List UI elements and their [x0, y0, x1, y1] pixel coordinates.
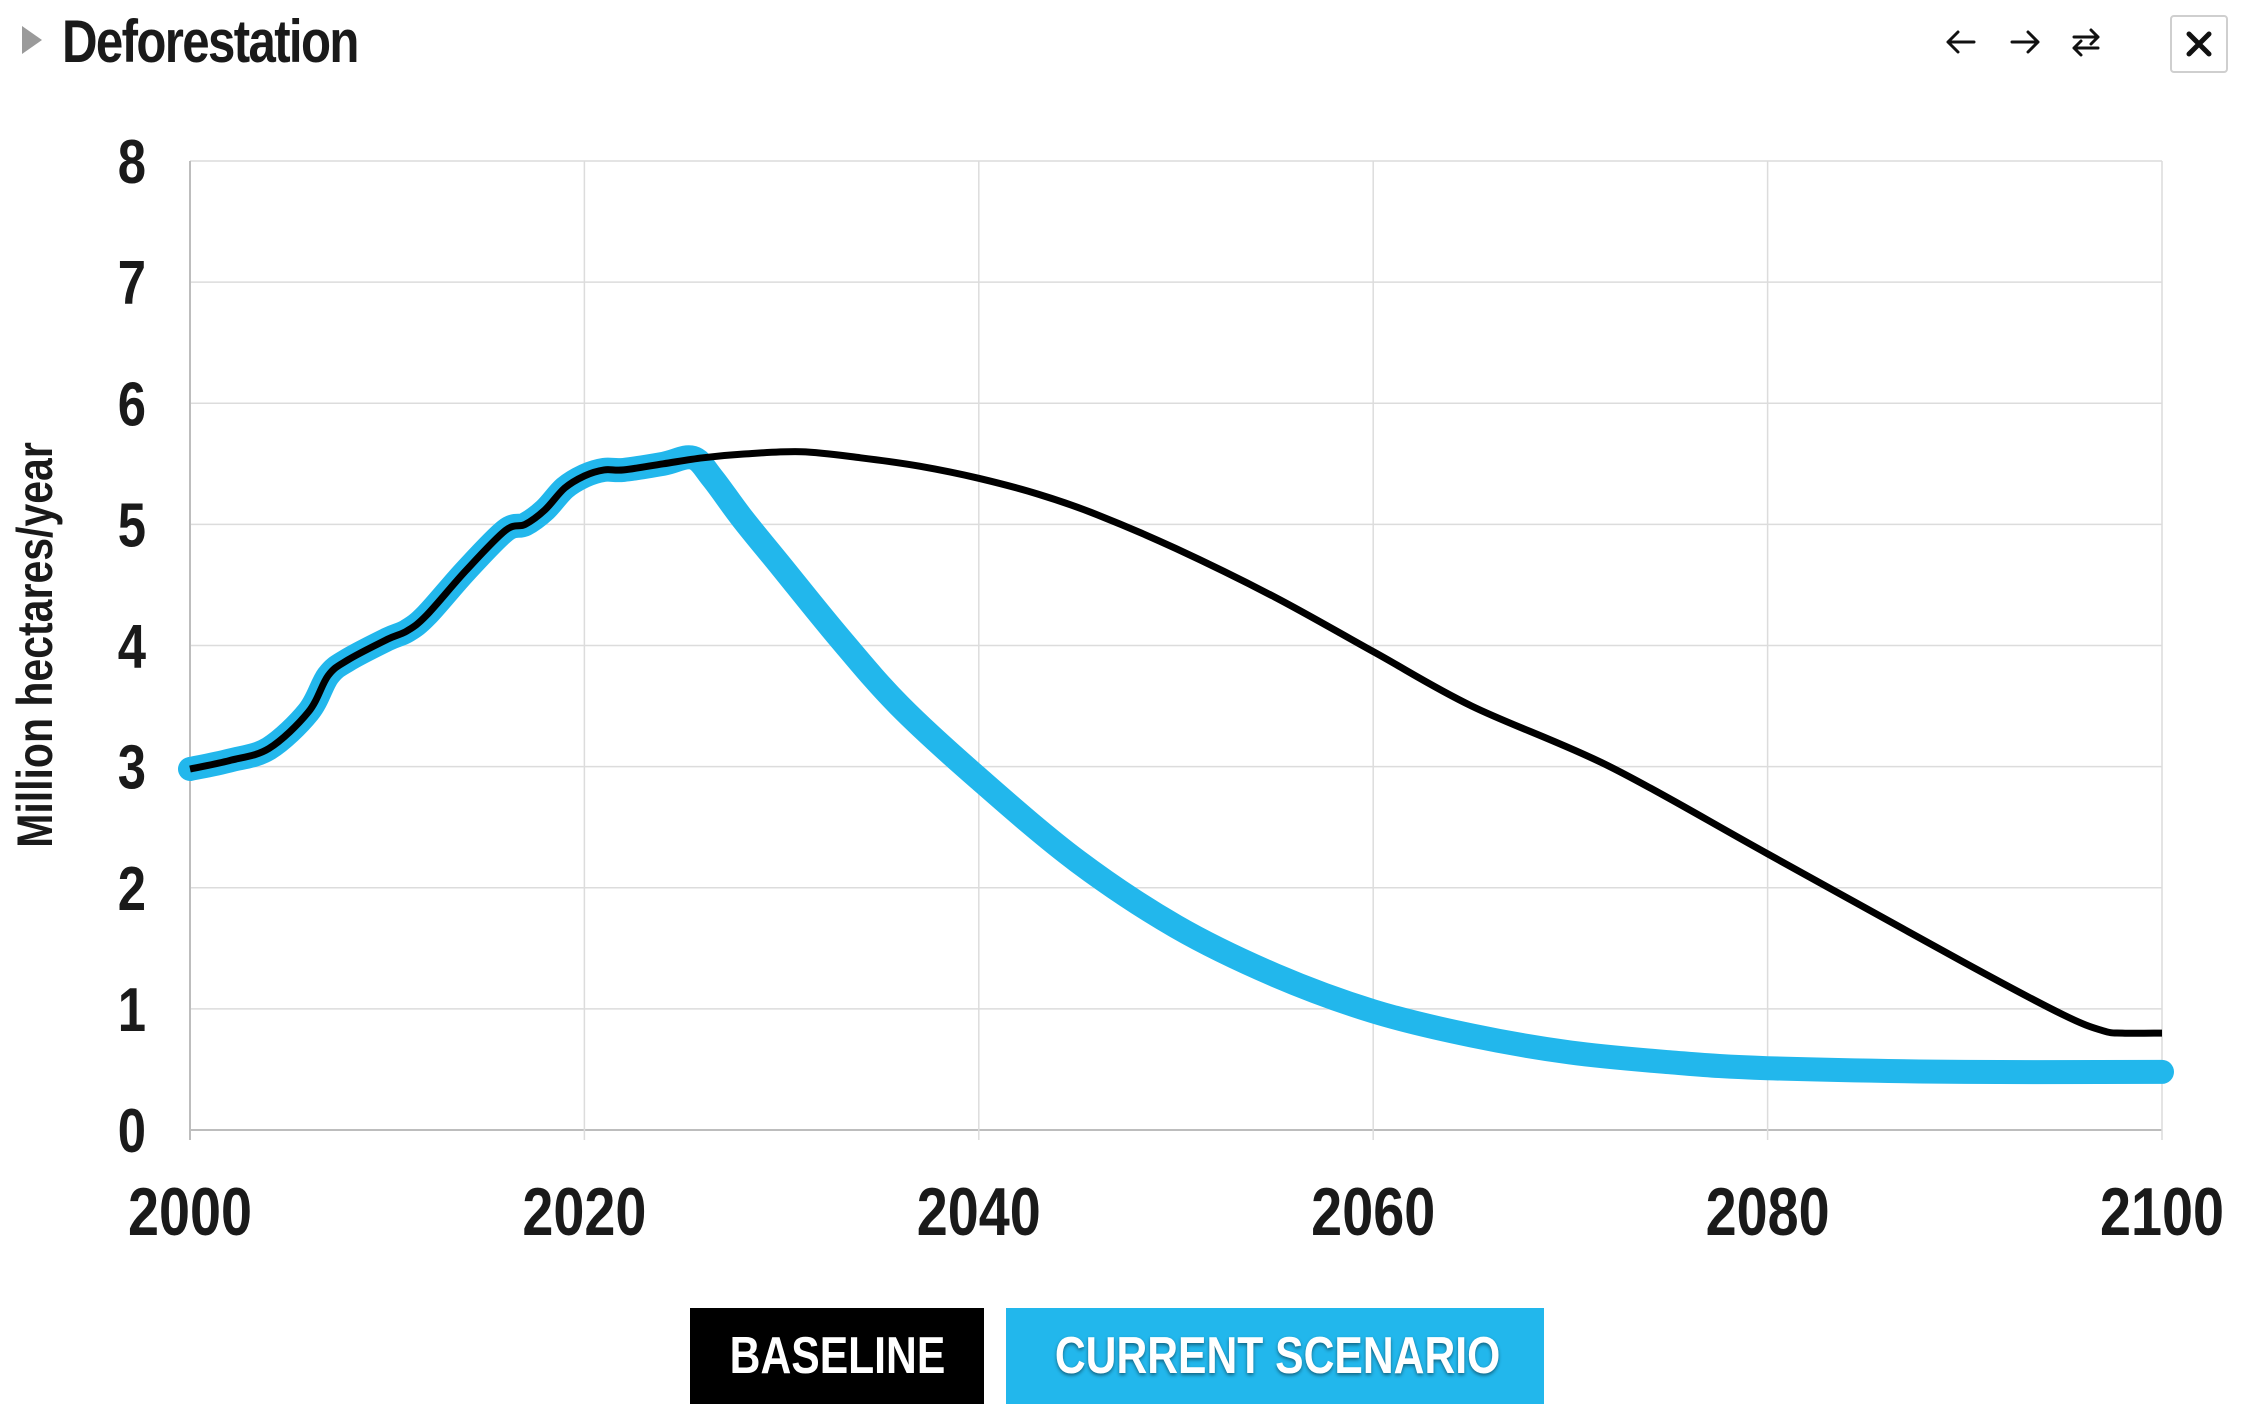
x-tick-label: 2080	[1706, 1175, 1830, 1250]
legend-baseline-label: BASELINE	[729, 1327, 945, 1385]
swap-icon	[2072, 28, 2100, 57]
y-tick-label: 8	[118, 128, 146, 197]
legend-baseline[interactable]: BASELINE	[690, 1308, 984, 1404]
x-tick-label: 2020	[522, 1175, 646, 1250]
y-tick-label: 7	[118, 249, 146, 318]
series-lines	[178, 445, 2174, 1085]
close-button[interactable]	[2170, 15, 2228, 73]
x-tick-label: 2000	[128, 1175, 252, 1250]
y-tick-label: 2	[118, 855, 146, 924]
panel-title: Deforestation	[62, 8, 359, 75]
series-line-baseline	[189, 448, 2163, 1037]
y-tick-label: 6	[118, 371, 146, 440]
y-tick-label: 0	[118, 1097, 146, 1166]
panel-header: Deforestation	[0, 0, 2246, 86]
y-tick-label: 3	[118, 734, 146, 803]
axis-ticks: 0 1 2 3 4 5 6 7 8 2000 2020 2040 2060 2080 2100	[118, 128, 2224, 1250]
x-tick-label: 2040	[917, 1175, 1041, 1250]
arrow-right-icon	[2010, 30, 2040, 54]
y-tick-label: 4	[118, 613, 147, 682]
y-tick-label: 5	[118, 492, 146, 561]
legend-current-label: CURRENT SCENARIO	[1054, 1327, 1501, 1385]
y-tick-label: 1	[118, 976, 146, 1045]
collapse-toggle[interactable]	[18, 20, 48, 60]
previous-button[interactable]	[1936, 16, 1988, 68]
next-button[interactable]	[1998, 16, 2050, 68]
swap-button[interactable]	[2060, 16, 2112, 68]
deforestation-chart: 0 1 2 3 4 5 6 7 8 2000 2020 2040 2060 2080 2100 Millio…	[7, 128, 2224, 1250]
y-axis-label: Million hectares/year	[7, 442, 63, 848]
x-tick-label: 2060	[1311, 1175, 1435, 1250]
triangle-right-icon	[22, 26, 42, 54]
arrow-left-icon	[1946, 30, 1976, 54]
grid	[189, 160, 2163, 1140]
close-icon	[2186, 31, 2212, 57]
legend-current-scenario[interactable]: CURRENT SCENARIO	[1006, 1308, 1544, 1404]
x-tick-label: 2100	[2100, 1175, 2224, 1250]
